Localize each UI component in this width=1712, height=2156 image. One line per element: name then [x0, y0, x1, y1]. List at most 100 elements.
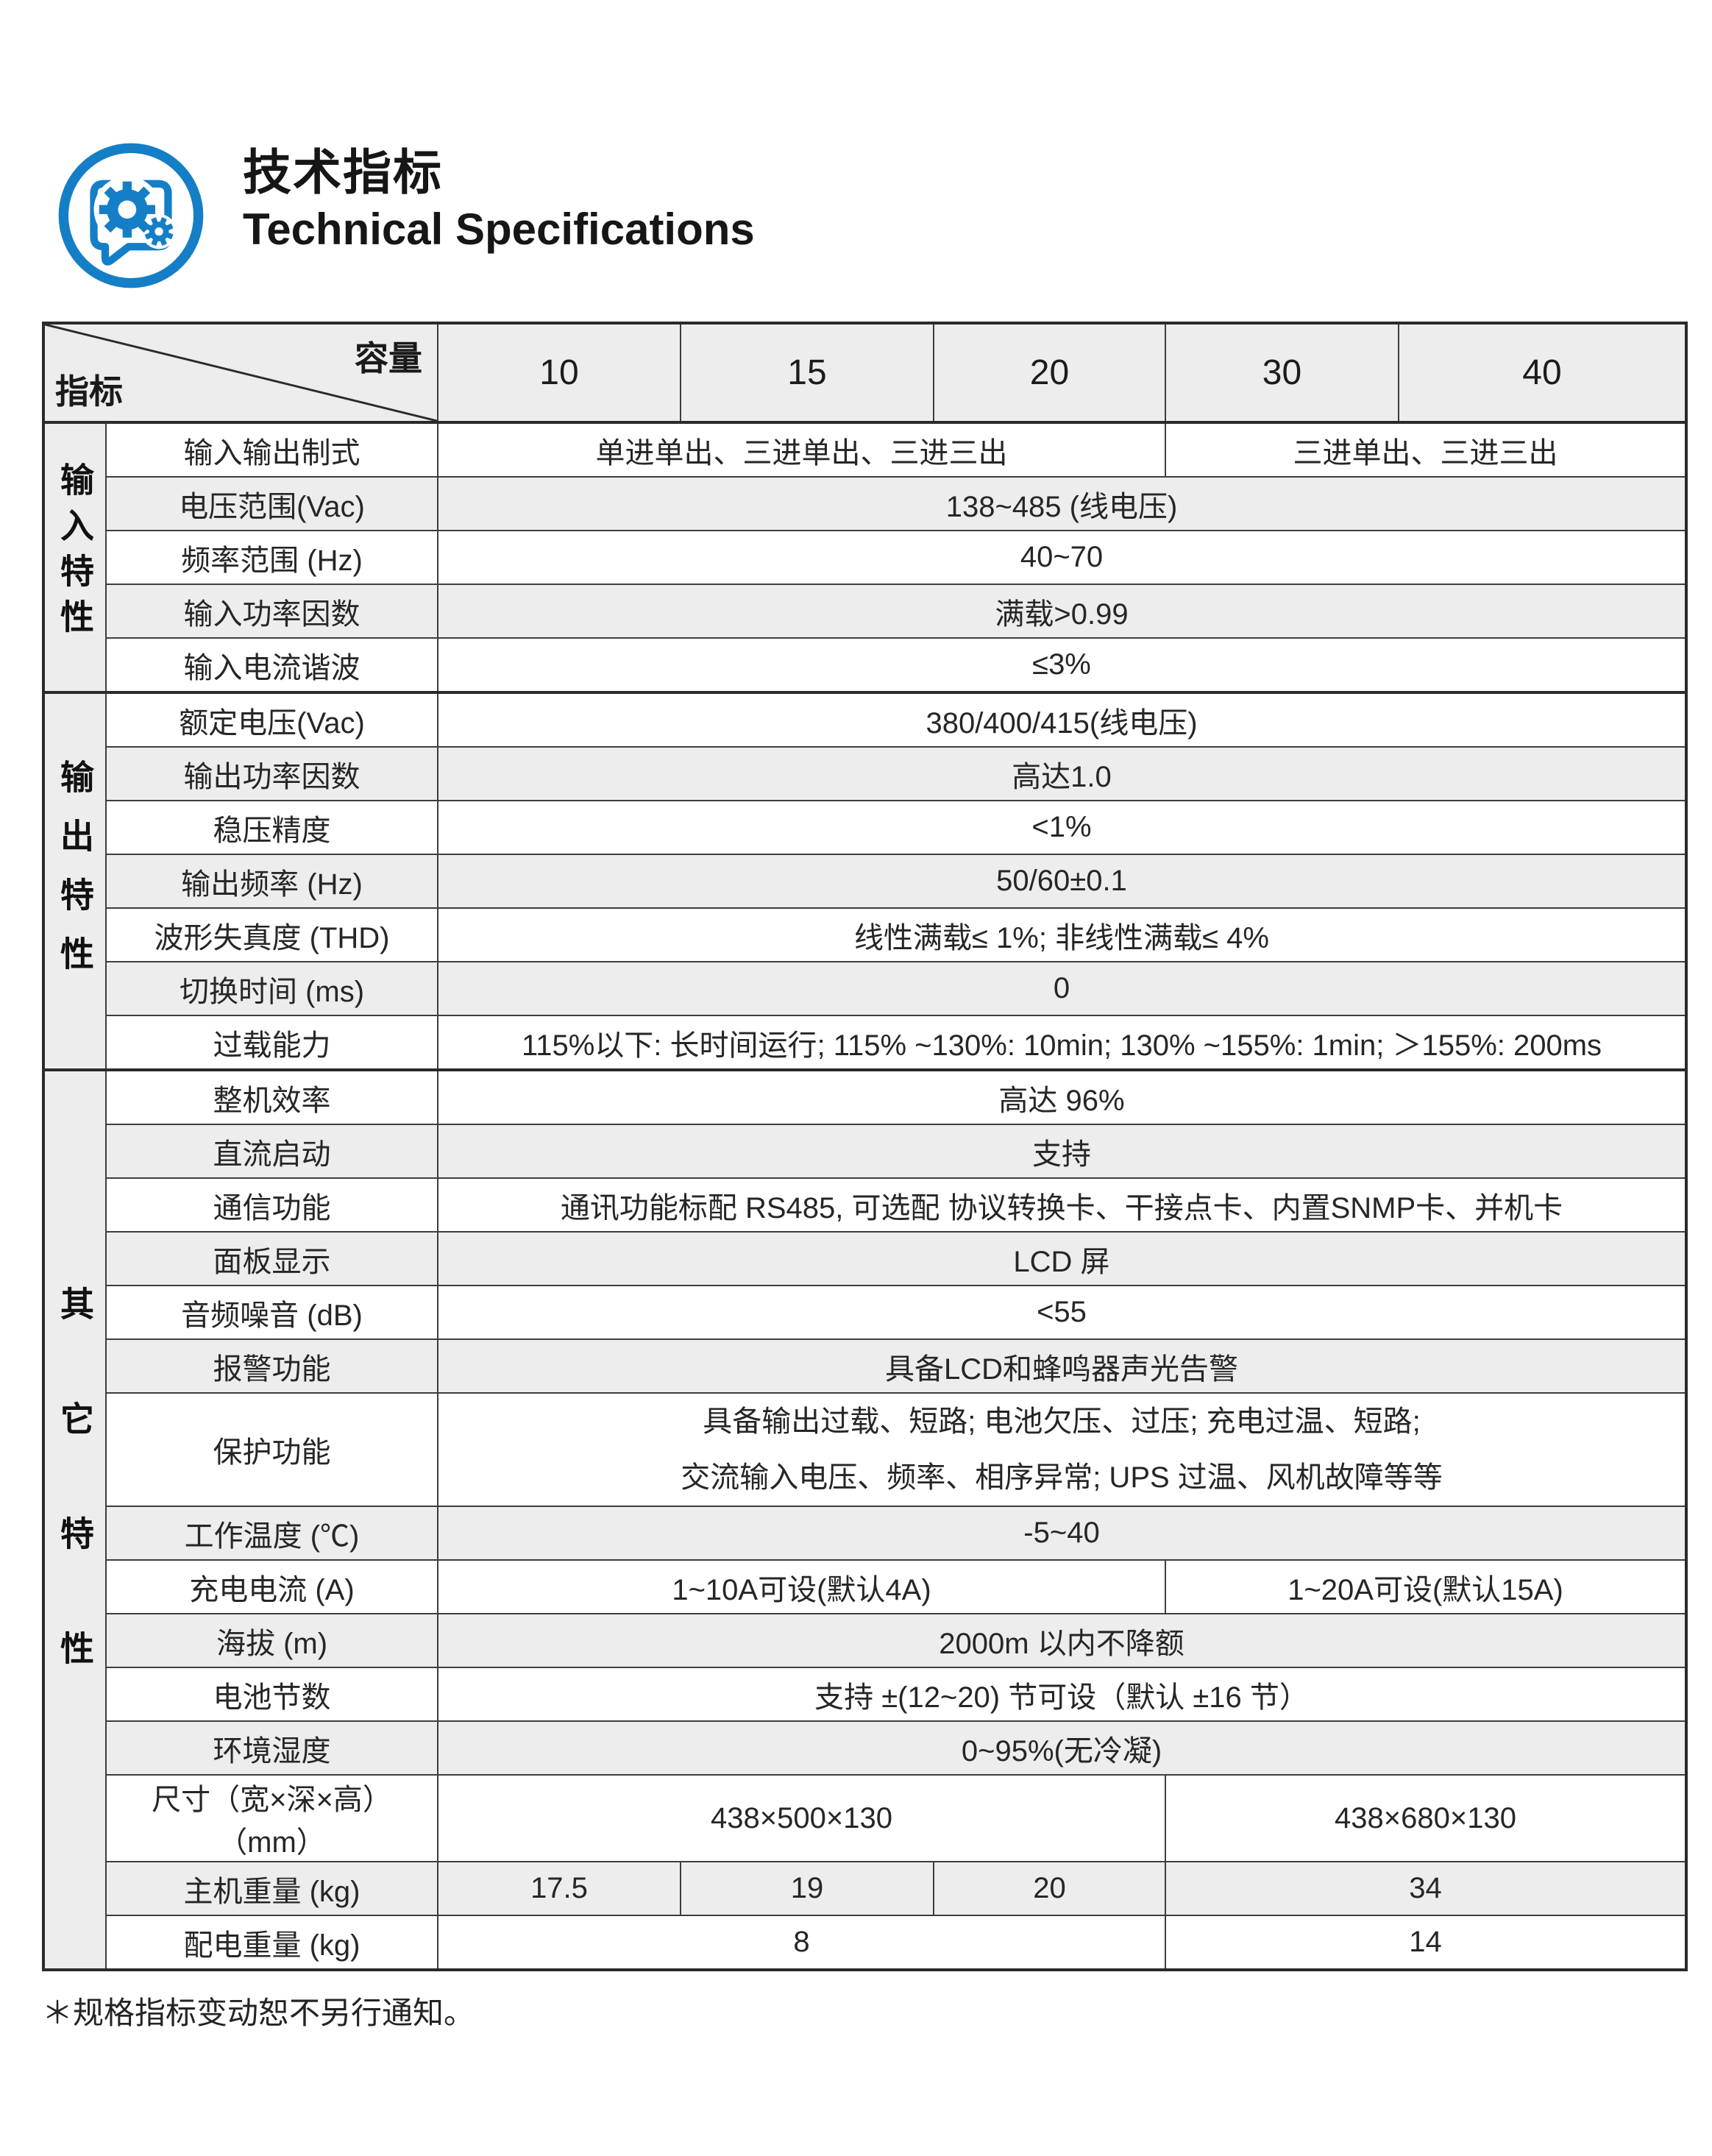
- spec-value-cell: 138~485 (线电压): [437, 476, 1687, 531]
- spec-name-cell: 海拔 (m): [105, 1613, 438, 1668]
- table-row: 工作温度 (℃) -5~40: [43, 1506, 1687, 1561]
- spec-value-cell: <55: [437, 1285, 1687, 1340]
- table-row: 音频噪音 (dB) <55: [43, 1285, 1687, 1340]
- spec-name-cell: 面板显示: [105, 1231, 438, 1286]
- table-row: 电压范围(Vac) 138~485 (线电压): [43, 476, 1687, 531]
- capacity-header-cell: 30: [1165, 322, 1399, 423]
- diagonal-divider: [45, 325, 436, 421]
- spec-value-cell: 三进单出、三进三出: [1165, 421, 1687, 478]
- capacity-header-cell: 10: [437, 322, 681, 423]
- table-row: 报警功能 具备LCD和蜂鸣器声光告警: [43, 1338, 1687, 1394]
- table-row: 切换时间 (ms) 0: [43, 961, 1687, 1016]
- table-row: 输入特性 输入输出制式 单进单出、三进单出、三进三出 三进单出、三进三出: [43, 421, 1687, 693]
- spec-value-cell: 34: [1165, 1861, 1687, 1916]
- spec-name-cell: 工作温度 (℃): [105, 1506, 438, 1561]
- table-header-row: 容量 指标 10 15 20 30 40: [43, 322, 1687, 423]
- spec-value-cell: -5~40: [437, 1506, 1687, 1561]
- spec-value-cell: <1%: [437, 800, 1687, 855]
- group-label-cell: 其它特性: [43, 1068, 107, 1971]
- spec-value-cell: 8: [437, 1915, 1166, 1971]
- table-row: 稳压精度 <1%: [43, 800, 1687, 855]
- group-label-cell: 输入特性: [43, 421, 107, 693]
- page-title-en: Technical Specifications: [243, 205, 755, 255]
- spec-value-cell: 具备LCD和蜂鸣器声光告警: [437, 1338, 1687, 1394]
- spec-value-cell: 438×680×130: [1165, 1774, 1687, 1862]
- table-row: 尺寸（宽×深×高）（mm） 438×500×130 438×680×130: [43, 1774, 1687, 1862]
- table-row: 主机重量 (kg) 17.5 19 20 34: [43, 1861, 1687, 1916]
- spec-value-cell: 17.5: [437, 1861, 681, 1916]
- spec-value-cell: ≤3%: [437, 637, 1687, 693]
- spec-name-cell: 通信功能: [105, 1177, 438, 1233]
- spec-value-cell: 115%以下: 长时间运行; 115% ~130%: 10min; 130% ~…: [437, 1015, 1687, 1071]
- table-row: 波形失真度 (THD) 线性满载≤ 1%; 非线性满载≤ 4%: [43, 907, 1687, 962]
- capacity-header-cell: 15: [680, 322, 934, 423]
- spec-value-cell: 380/400/415(线电压): [437, 691, 1687, 748]
- corner-header-cell: 容量 指标: [43, 322, 438, 423]
- specifications-table: 容量 指标 10 15 20 30 40 输入特性 输入输出制式 单进单出、三进…: [42, 322, 1688, 1971]
- spec-name-cell: 直流启动: [105, 1124, 438, 1179]
- spec-name-cell: 报警功能: [105, 1338, 438, 1394]
- spec-value-cell: 0: [437, 961, 1687, 1016]
- spec-value-cell: 1~10A可设(默认4A): [437, 1559, 1166, 1614]
- spec-name-cell: 稳压精度: [105, 800, 438, 855]
- table-row: 保护功能 具备输出过载、短路; 电池欠压、过压; 充电过温、短路; 交流输入电压…: [43, 1392, 1687, 1507]
- spec-name-cell: 额定电压(Vac): [105, 691, 438, 748]
- spec-name-cell: 切换时间 (ms): [105, 961, 438, 1016]
- footnote: ＊规格指标变动恕不另行通知。: [42, 1996, 475, 2030]
- table-row: 输入电流谐波 ≤3%: [43, 637, 1687, 693]
- table-row: 配电重量 (kg) 8 14: [43, 1915, 1687, 1971]
- table-row: 输出功率因数 高达1.0: [43, 746, 1687, 801]
- spec-name-cell: 电池节数: [105, 1667, 438, 1722]
- table-row: 输入功率因数 满载>0.99: [43, 584, 1687, 639]
- capacity-header-cell: 20: [933, 322, 1166, 423]
- spec-name-cell: 充电电流 (A): [105, 1559, 438, 1614]
- spec-value-cell: 通讯功能标配 RS485, 可选配 协议转换卡、干接点卡、内置SNMP卡、并机卡: [437, 1177, 1687, 1233]
- page-title: 技术指标 Technical Specifications: [243, 141, 755, 256]
- table-row: 充电电流 (A) 1~10A可设(默认4A) 1~20A可设(默认15A): [43, 1559, 1687, 1614]
- spec-name-cell: 过载能力: [105, 1015, 438, 1071]
- capacity-header-cell: 40: [1398, 322, 1687, 423]
- spec-value-cell: 438×500×130: [437, 1774, 1166, 1862]
- spec-value-cell: 高达 96%: [437, 1068, 1687, 1125]
- spec-value-cell: LCD 屏: [437, 1231, 1687, 1286]
- table-row: 过载能力 115%以下: 长时间运行; 115% ~130%: 10min; 1…: [43, 1015, 1687, 1071]
- corner-indicator-label: 指标: [55, 372, 123, 411]
- table-row: 海拔 (m) 2000m 以内不降额: [43, 1613, 1687, 1668]
- table-row: 频率范围 (Hz) 40~70: [43, 530, 1687, 585]
- spec-name-cell: 频率范围 (Hz): [105, 530, 438, 585]
- table-row: 其它特性 整机效率 高达 96%: [43, 1068, 1687, 1971]
- spec-value-cell: 支持 ±(12~20) 节可设（默认 ±16 节）: [437, 1667, 1687, 1722]
- table-row: 输出频率 (Hz) 50/60±0.1: [43, 854, 1687, 909]
- spec-value-cell: 14: [1165, 1915, 1687, 1971]
- spec-value-cell: 0~95%(无冷凝): [437, 1720, 1687, 1776]
- spec-name-cell: 电压范围(Vac): [105, 476, 438, 531]
- spec-value-cell: 单进单出、三进单出、三进三出: [437, 421, 1166, 478]
- spec-value-cell: 满载>0.99: [437, 584, 1687, 639]
- spec-value-cell: 高达1.0: [437, 746, 1687, 801]
- spec-name-cell: 输入功率因数: [105, 584, 438, 639]
- spec-name-cell: 输出功率因数: [105, 746, 438, 801]
- spec-name-cell: 环境湿度: [105, 1720, 438, 1776]
- spec-value-cell: 1~20A可设(默认15A): [1165, 1559, 1687, 1614]
- table-row: 通信功能 通讯功能标配 RS485, 可选配 协议转换卡、干接点卡、内置SNMP…: [43, 1177, 1687, 1233]
- corner-capacity-label: 容量: [355, 339, 422, 377]
- page-title-zh: 技术指标: [243, 145, 443, 199]
- gears-chat-icon: [55, 140, 207, 291]
- table-row: 电池节数 支持 ±(12~20) 节可设（默认 ±16 节）: [43, 1667, 1687, 1722]
- spec-value-cell: 2000m 以内不降额: [437, 1613, 1687, 1668]
- spec-name-cell: 整机效率: [105, 1068, 438, 1125]
- table-row: 输出特性 额定电压(Vac) 380/400/415(线电压): [43, 691, 1687, 1071]
- table-row: 环境湿度 0~95%(无冷凝): [43, 1720, 1687, 1776]
- spec-value-cell: 具备输出过载、短路; 电池欠压、过压; 充电过温、短路; 交流输入电压、频率、相…: [437, 1392, 1687, 1507]
- spec-value-cell: 50/60±0.1: [437, 854, 1687, 909]
- spec-name-cell: 输出频率 (Hz): [105, 854, 438, 909]
- spec-value-cell: 线性满载≤ 1%; 非线性满载≤ 4%: [437, 907, 1687, 962]
- spec-name-cell: 配电重量 (kg): [105, 1915, 438, 1971]
- spec-value-cell: 40~70: [437, 530, 1687, 585]
- spec-value-cell: 支持: [437, 1124, 1687, 1179]
- spec-name-cell: 尺寸（宽×深×高）（mm）: [105, 1774, 438, 1862]
- spec-name-cell: 音频噪音 (dB): [105, 1285, 438, 1340]
- spec-value-cell: 20: [933, 1861, 1166, 1916]
- group-label-cell: 输出特性: [43, 691, 107, 1071]
- table-row: 直流启动 支持: [43, 1124, 1687, 1179]
